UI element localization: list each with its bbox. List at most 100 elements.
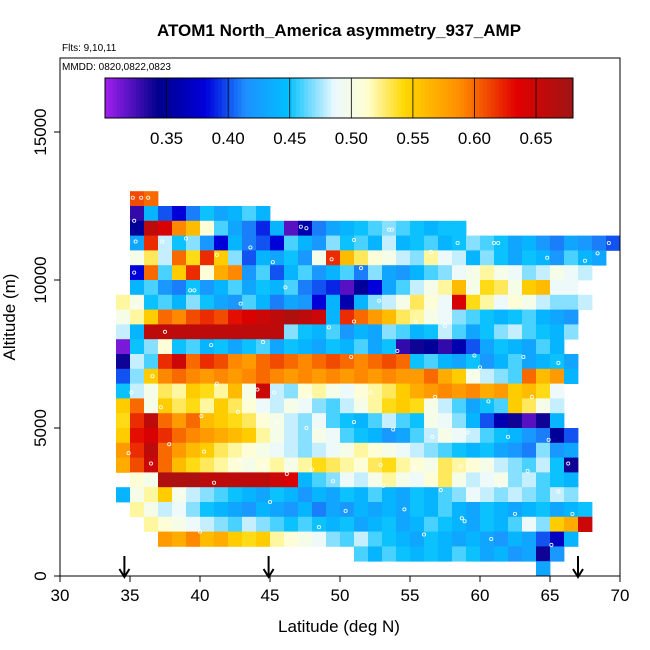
heatmap-cell — [116, 309, 131, 325]
y-tick-label: 10000 — [31, 256, 50, 303]
heatmap-cell — [284, 368, 299, 384]
heatmap-cell — [354, 442, 369, 458]
colorbar-segment — [222, 78, 227, 118]
heatmap-cell — [228, 531, 243, 547]
y-axis-label: Altitude (m) — [0, 274, 19, 361]
heatmap-cell — [466, 487, 481, 503]
heatmap-cell — [564, 487, 579, 503]
colorbar-segment — [518, 78, 523, 118]
heatmap-cell — [340, 354, 355, 370]
heatmap-cell — [312, 398, 327, 414]
heatmap-cell — [480, 339, 495, 355]
colorbar-segment — [432, 78, 437, 118]
colorbar-segment — [510, 78, 515, 118]
heatmap-cell — [438, 309, 453, 325]
heatmap-cell — [144, 265, 159, 281]
heatmap-cell — [424, 398, 439, 414]
heatmap-cell — [452, 324, 467, 340]
heatmap-cell — [522, 235, 537, 251]
colorbar-segment — [413, 78, 418, 118]
heatmap-cell — [144, 235, 159, 251]
heatmap-cell — [116, 368, 131, 384]
colorbar-segment — [323, 78, 328, 118]
heatmap-cell — [242, 354, 257, 370]
heatmap-cell — [508, 472, 523, 488]
heatmap-cell — [242, 472, 257, 488]
heatmap-cell — [298, 428, 313, 444]
heatmap-cell — [200, 457, 215, 473]
colorbar-segment — [183, 78, 188, 118]
heatmap-cell — [340, 428, 355, 444]
colorbar-segment — [541, 78, 547, 118]
heatmap-cell — [186, 487, 201, 503]
sample-point — [298, 224, 303, 229]
heatmap-cell — [172, 324, 187, 340]
sample-point — [284, 471, 289, 476]
heatmap-cell — [536, 457, 551, 473]
heatmap-cell — [508, 413, 523, 429]
heatmap-cell — [158, 206, 173, 222]
heatmap-cell — [340, 235, 355, 251]
heatmap-cell — [536, 398, 551, 414]
colorbar-segment — [202, 78, 207, 118]
heatmap-cell — [424, 294, 439, 310]
heatmap-cell — [564, 531, 579, 547]
sample-point — [556, 489, 561, 494]
heatmap-cell — [494, 487, 509, 503]
heatmap-cell — [312, 502, 327, 518]
heatmap-cell — [466, 413, 481, 429]
sample-point — [158, 405, 163, 410]
heatmap-cell — [130, 457, 145, 473]
heatmap-cell — [172, 265, 187, 281]
heatmap-cell — [382, 280, 397, 296]
heatmap-cell — [508, 339, 523, 355]
heatmap-cell — [256, 309, 271, 325]
heatmap-cell — [438, 398, 453, 414]
sample-point — [477, 365, 482, 370]
heatmap-cell — [354, 516, 369, 532]
heatmap-cell — [256, 487, 271, 503]
colorbar-segment — [179, 78, 184, 118]
heatmap-cell — [228, 413, 243, 429]
heatmap-cell — [536, 265, 551, 281]
heatmap-cell — [158, 487, 173, 503]
heatmap-cell — [256, 531, 271, 547]
heatmap-cell — [186, 324, 201, 340]
colorbar-segment — [479, 78, 484, 118]
heatmap-cell — [452, 398, 467, 414]
heatmap-cell — [298, 398, 313, 414]
y-tick-label: 15000 — [31, 108, 50, 155]
heatmap-cell — [186, 398, 201, 414]
colorbar-segment — [151, 78, 157, 118]
heatmap-cell — [298, 235, 313, 251]
heatmap-cell — [312, 280, 327, 296]
colorbar-frame — [104, 77, 574, 119]
x-tick-label: 60 — [471, 586, 490, 605]
colorbar-segment — [253, 78, 258, 118]
heatmap-cell — [172, 502, 187, 518]
heatmap-cell — [270, 428, 285, 444]
heatmap-cell — [494, 265, 509, 281]
heatmap-cell — [186, 235, 201, 251]
heatmap-cell — [522, 398, 537, 414]
sample-point — [358, 266, 363, 271]
heatmap-cell — [508, 428, 523, 444]
heatmap-cell — [508, 383, 523, 399]
heatmap-cell — [466, 442, 481, 458]
sample-point — [486, 399, 491, 404]
heatmap-cell — [256, 442, 271, 458]
heatmap-cell — [424, 235, 439, 251]
sample-point — [413, 319, 418, 324]
heatmap-cell — [340, 265, 355, 281]
colorbar-segment — [393, 78, 398, 118]
heatmap-cell — [130, 428, 145, 444]
heatmap-cell — [298, 309, 313, 325]
heatmap-cell — [480, 383, 495, 399]
heatmap-cell — [368, 280, 383, 296]
heatmap-cell — [116, 324, 131, 340]
colorbar-segment — [385, 78, 391, 118]
x-tick-label: 35 — [121, 586, 140, 605]
heatmap-cell — [368, 220, 383, 236]
sample-point — [272, 390, 277, 395]
heatmap-cell — [284, 339, 299, 355]
